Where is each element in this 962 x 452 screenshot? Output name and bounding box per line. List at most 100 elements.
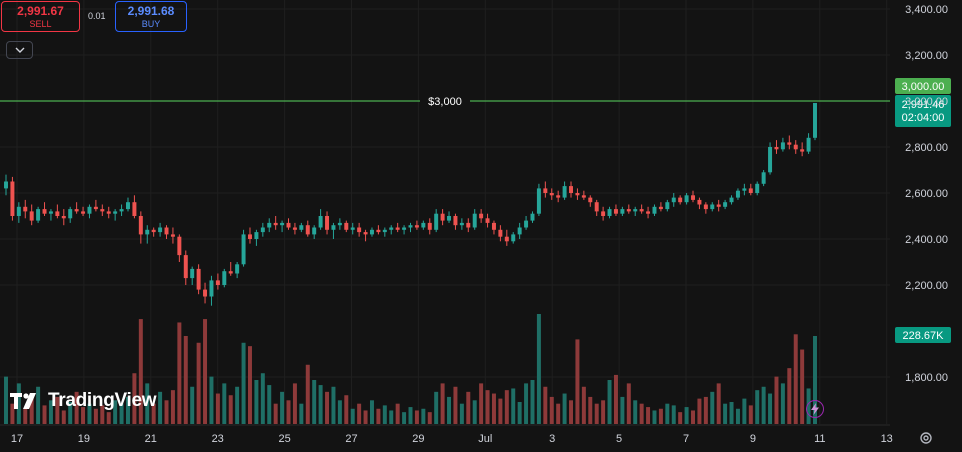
volume-bar [594,403,599,424]
volume-bar [286,400,291,424]
volume-bar [684,407,689,424]
volume-bar [29,393,34,424]
volume-bar [292,383,297,424]
volume-bar [768,393,773,424]
candle-body [267,222,272,228]
settings-button[interactable] [917,429,935,447]
volume-bar [626,383,631,424]
volume-bar [511,388,516,424]
volume-bar [427,412,432,424]
volume-bar [74,391,79,424]
volume-bar [4,376,8,424]
buy-label: BUY [141,19,161,29]
candle-body [517,227,522,235]
volume-bar [344,395,349,424]
x-tick-label: 9 [750,433,756,445]
volume-bar [247,346,252,424]
candle-body [151,229,156,233]
candle-body [145,229,150,235]
volume-bar [36,386,41,424]
volume-bar [601,400,606,424]
volume-bar [742,398,747,424]
candle-body [491,222,496,230]
x-tick-label: 7 [683,433,689,445]
candle-body [126,202,130,210]
volume-bar [787,368,792,424]
candle-body [735,190,740,198]
tradingview-logo[interactable]: TradingView [10,390,157,412]
candle-body [81,211,86,214]
volume-bar [190,386,195,424]
buy-button[interactable]: 2,991.68 BUY [115,1,187,32]
volume-bar [735,408,740,424]
volume-bar [633,400,638,424]
candle-body [164,227,169,235]
candle-body [588,197,593,203]
alert-label: $3,000 [428,96,462,108]
candle-body [652,206,657,214]
candle-body [658,206,663,210]
candle-body [235,264,240,274]
volume-bar [23,408,28,424]
candle-body [292,227,297,230]
volume-bar [408,407,413,424]
tradingview-logo-icon [10,393,36,409]
x-tick-label: 29 [412,433,424,445]
buy-price: 2,991.68 [127,4,175,18]
volume-bar [459,403,464,424]
volume-bar [613,374,618,424]
candle-body [639,209,644,212]
volume-bar [723,403,728,424]
candle-body [74,209,79,212]
x-tick-label: 21 [145,433,157,445]
volume-bar [485,390,490,424]
candle-body [299,225,304,230]
indicator-button[interactable] [806,400,824,418]
volume-bar [241,342,246,424]
candle-body [87,206,92,214]
volume-bar [215,393,220,424]
volume-bar [363,410,368,424]
volume-bar [273,403,278,424]
candle-body [363,232,368,235]
volume-bar [434,391,439,424]
candles [4,102,817,306]
y-tick-label: 2,400.00 [905,234,948,246]
candle-body [402,227,407,230]
candle-body [350,227,355,230]
candle-body [691,195,695,200]
volume-bar [119,403,124,424]
volume-bar [652,410,657,424]
candle-body [48,211,53,214]
lightning-icon [811,403,819,415]
alert-price-tag [895,78,951,94]
volume-bar [138,319,143,424]
candle-body [408,225,413,228]
volume-bar [678,412,683,424]
candle-body [536,188,541,214]
volume-bar [10,403,15,424]
candle-body [607,209,612,216]
volume-bar [447,396,452,424]
candle-body [100,209,105,212]
collapse-button[interactable] [6,41,33,59]
candle-body [23,206,28,212]
candle-body [10,181,15,216]
x-tick-label: 19 [78,433,90,445]
countdown-value: 02:04:00 [902,112,945,124]
candle-body [774,147,779,150]
volume-bar [504,390,509,424]
volume-bar [100,405,105,424]
candle-body [376,229,381,233]
volume-bar [530,380,535,424]
sell-button[interactable]: 2,991.67 SELL [1,1,80,32]
volume-bar [151,403,156,424]
volume-bar [357,403,362,424]
volume-bar [536,314,541,424]
candle-body [524,220,529,228]
volume-bar [671,405,676,424]
candle-body [780,142,785,150]
volume-bar [755,390,760,424]
alert-label-bg [420,93,470,109]
